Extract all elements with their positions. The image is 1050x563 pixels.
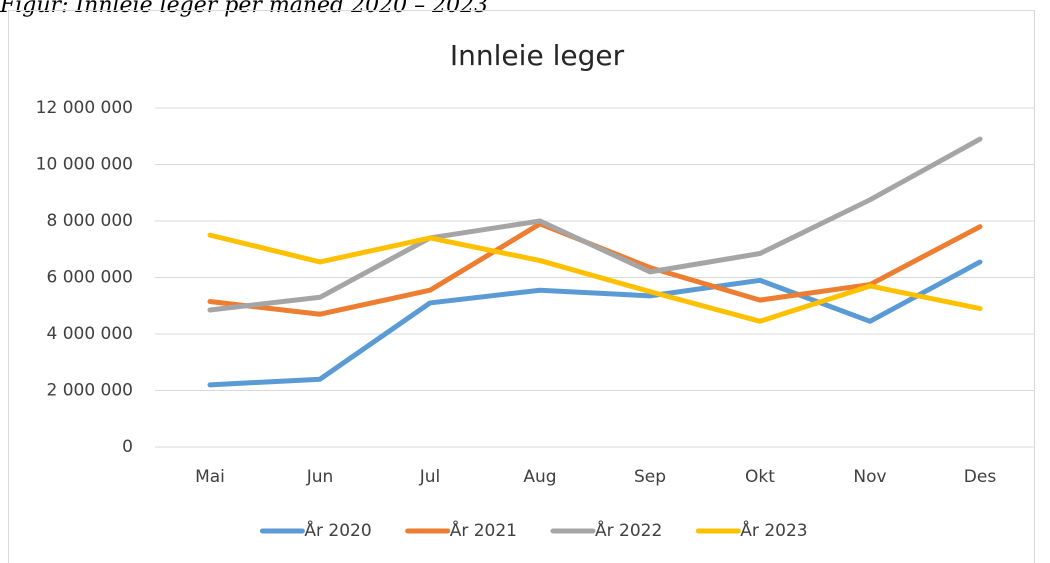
y-tick-label: 12 000 000 <box>36 98 133 118</box>
data-line <box>207 136 983 313</box>
y-tick-label: 6 000 000 <box>46 268 133 288</box>
x-tick-label: Mai <box>195 467 225 487</box>
y-tick-label: 4 000 000 <box>46 324 133 344</box>
data-line <box>207 232 983 324</box>
y-tick-label: 8 000 000 <box>46 211 133 231</box>
chart-title: Innleie leger <box>450 39 625 72</box>
data-line <box>207 259 983 388</box>
y-tick-label: 10 000 000 <box>36 155 133 175</box>
x-tick-label: Des <box>964 467 997 487</box>
x-tick-label: Jul <box>419 467 441 487</box>
x-tick-label: Nov <box>853 467 886 487</box>
legend-label: År 2022 <box>595 519 662 541</box>
chart-border <box>8 10 1035 563</box>
y-tick-label: 2 000 000 <box>46 381 133 401</box>
x-tick-label: Aug <box>523 467 556 487</box>
legend-label: År 2020 <box>304 519 371 541</box>
figure-caption: Figur: Innleie leger per måned 2020 – 20… <box>0 0 488 18</box>
x-tick-label: Okt <box>745 467 775 487</box>
legend-label: År 2021 <box>450 519 517 541</box>
x-tick-label: Sep <box>634 467 666 487</box>
y-tick-label: 0 <box>122 437 133 457</box>
data-line <box>207 221 983 317</box>
x-tick-label: Jun <box>306 467 334 487</box>
legend-label: År 2023 <box>740 519 807 541</box>
